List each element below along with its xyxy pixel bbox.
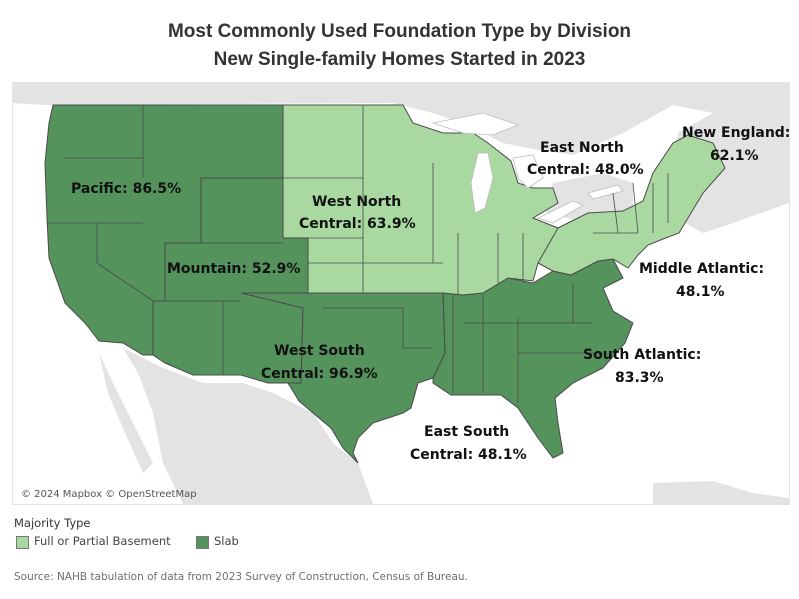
label-new-england-line2: 62.1% (710, 148, 759, 164)
label-east-south-central-line1: East South (424, 424, 509, 440)
lake-michigan (470, 152, 494, 214)
canada-land (13, 83, 789, 155)
state-borders (47, 105, 669, 403)
label-west-north-central-line1: West North (312, 194, 401, 210)
region-north-east[interactable] (537, 134, 726, 276)
label-middle-atlantic-line1: Middle Atlantic: (639, 261, 764, 277)
label-south-atlantic-line1: South Atlantic: (583, 347, 701, 363)
us-division-map[interactable]: Pacific: 86.5% Mountain: 52.9% West Nort… (13, 83, 789, 504)
label-middle-atlantic-line2: 48.1% (676, 284, 725, 300)
label-west-north-central-line2: Central: 63.9% (299, 216, 416, 232)
label-west-south-central-line2: Central: 96.9% (261, 366, 378, 382)
chart-subtitle: New Single-family Homes Started in 2023 (213, 49, 586, 70)
baja-land (99, 353, 153, 473)
legend-swatch-slab (196, 536, 209, 549)
map-panel[interactable]: Pacific: 86.5% Mountain: 52.9% West Nort… (12, 82, 790, 505)
chart-title: Most Commonly Used Foundation Type by Di… (167, 21, 632, 42)
lake-superior (431, 112, 520, 136)
lake-ontario (587, 184, 624, 200)
source-note: Source: NAHB tabulation of data from 202… (14, 571, 468, 583)
label-east-south-central-line2: Central: 48.1% (410, 447, 527, 463)
legend-label-basement: Full or Partial Basement (34, 534, 171, 548)
label-east-north-central-line2: Central: 48.0% (527, 162, 644, 178)
label-mountain: Mountain: 52.9% (167, 261, 300, 277)
label-pacific: Pacific: 86.5% (71, 181, 181, 197)
division-labels: Pacific: 86.5% Mountain: 52.9% West Nort… (71, 125, 789, 463)
map-attribution[interactable]: © 2024 Mapbox © OpenStreetMap (21, 489, 197, 500)
label-south-atlantic-line2: 83.3% (615, 370, 664, 386)
label-west-south-central-line1: West South (274, 343, 365, 359)
lake-erie (536, 200, 584, 224)
mexico-land (123, 348, 373, 504)
legend-title: Majority Type (14, 516, 91, 530)
legend-swatch-basement (16, 536, 29, 549)
legend-label-slab: Slab (214, 534, 239, 548)
caribbean-land (653, 481, 789, 504)
lake-huron (512, 154, 544, 189)
label-new-england-line1: New England: (682, 125, 789, 141)
label-east-north-central-line1: East North (540, 140, 624, 156)
region-west-south-central[interactable] (240, 292, 446, 464)
